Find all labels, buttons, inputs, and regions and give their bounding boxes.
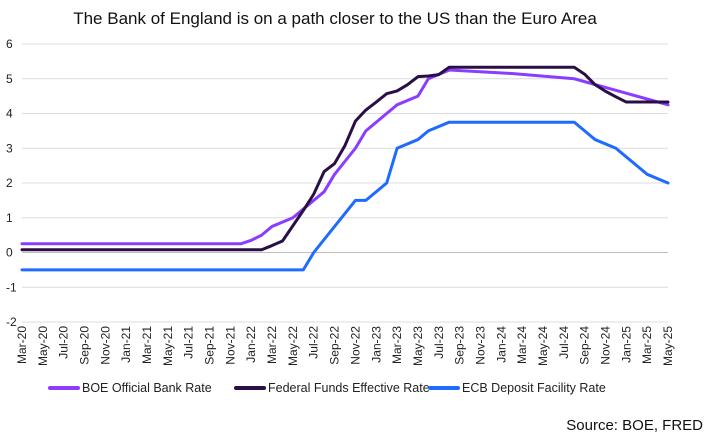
- x-tick-label: Jan-22: [244, 326, 258, 363]
- x-tick-label: Jul-20: [57, 326, 71, 359]
- x-tick-label: Sep-24: [578, 326, 592, 365]
- y-tick-label: 1: [6, 211, 13, 225]
- series-lines: [20, 65, 670, 272]
- y-tick-label: -1: [6, 280, 17, 294]
- x-tick-label: May-21: [161, 326, 175, 366]
- y-tick-label: 5: [6, 72, 13, 86]
- y-tick-label: 4: [6, 107, 13, 121]
- y-tick-label: 2: [6, 176, 13, 190]
- x-tick-label: Jan-21: [119, 326, 133, 363]
- x-tick-label: Jan-23: [369, 326, 383, 363]
- x-tick-label: Nov-23: [473, 326, 487, 365]
- x-tick-label: Nov-21: [223, 326, 237, 365]
- series-line-2: [20, 120, 670, 272]
- y-tick-label: 0: [6, 246, 13, 260]
- legend-label: ECB Deposit Facility Rate: [462, 381, 606, 395]
- series-line-1: [20, 65, 670, 252]
- y-tick-label: 6: [6, 37, 13, 51]
- legend: BOE Official Bank Rate Federal Funds Effe…: [48, 381, 606, 395]
- y-axis: 6 5 4 3 2 1 0 -1 -2: [6, 37, 17, 329]
- x-tick-label: Nov-24: [598, 326, 612, 365]
- x-tick-label: Mar-24: [515, 326, 529, 364]
- y-tick-label: -2: [6, 315, 17, 329]
- x-tick-label: May-22: [286, 326, 300, 366]
- x-tick-label: Sep-23: [453, 326, 467, 365]
- x-tick-label: Sep-20: [78, 326, 92, 365]
- x-tick-label: Mar-23: [390, 326, 404, 364]
- x-tick-label: Nov-22: [348, 326, 362, 365]
- legend-label: Federal Funds Effective Rate: [268, 381, 430, 395]
- x-tick-label: Jul-24: [557, 326, 571, 359]
- x-tick-label: May-23: [411, 326, 425, 366]
- source-note: Source: BOE, FRED: [566, 417, 703, 434]
- chart-title: The Bank of England is on a path closer …: [73, 9, 597, 28]
- x-tick-label: Jan-24: [494, 326, 508, 363]
- x-tick-label: Mar-22: [265, 326, 279, 364]
- y-tick-label: 3: [6, 141, 13, 155]
- x-tick-label: Jul-22: [307, 326, 321, 359]
- series-line-0: [20, 68, 670, 246]
- x-tick-label: Jul-21: [182, 326, 196, 359]
- x-axis: Mar-20 May-20 Jul-20 Sep-20 Nov-20 Jan-21 Mar-…: [15, 326, 675, 366]
- x-tick-label: Mar-20: [15, 326, 29, 364]
- x-tick-label: Jul-23: [432, 326, 446, 359]
- gridlines: [22, 43, 668, 323]
- x-tick-label: May-25: [661, 326, 675, 366]
- x-tick-label: Sep-22: [328, 326, 342, 365]
- x-tick-label: Mar-25: [640, 326, 654, 364]
- x-tick-label: May-24: [536, 326, 550, 366]
- x-tick-label: Nov-20: [98, 326, 112, 365]
- legend-label: BOE Official Bank Rate: [82, 381, 212, 395]
- x-tick-label: Mar-21: [140, 326, 154, 364]
- x-tick-label: Sep-21: [203, 326, 217, 365]
- x-tick-label: May-20: [36, 326, 50, 366]
- x-tick-label: Jan-25: [619, 326, 633, 363]
